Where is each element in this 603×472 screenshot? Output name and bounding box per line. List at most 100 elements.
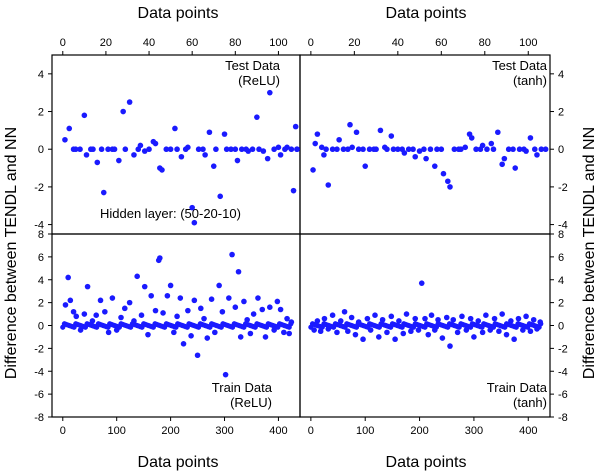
train_relu-point bbox=[284, 315, 290, 322]
train_tanh-point bbox=[499, 311, 505, 317]
test_relu-point bbox=[277, 152, 284, 158]
test_tanh-point bbox=[458, 146, 464, 153]
train_tanh-point bbox=[321, 315, 328, 322]
test_tanh-point bbox=[390, 146, 397, 153]
test_tanh-x-tick-label: 60 bbox=[435, 37, 447, 49]
test_relu-point bbox=[120, 108, 126, 115]
train_relu-point bbox=[208, 296, 215, 302]
train_relu-point bbox=[141, 283, 148, 290]
test_tanh-point bbox=[362, 163, 369, 169]
test_tanh-y-tick-label: -4 bbox=[558, 220, 568, 232]
test_relu-point bbox=[290, 187, 297, 194]
train_tanh-point bbox=[329, 312, 336, 319]
y-axis-title-right: Difference between TENDL and NN bbox=[581, 127, 598, 379]
test_relu-point bbox=[72, 146, 79, 153]
train_relu-point bbox=[105, 329, 112, 336]
test_tanh-point bbox=[534, 152, 540, 158]
test_tanh-point bbox=[410, 146, 416, 153]
test_tanh-point bbox=[490, 146, 497, 153]
test_tanh-x-tick-label: 80 bbox=[479, 37, 491, 49]
test_relu-point bbox=[141, 148, 148, 154]
test_relu-point bbox=[202, 152, 208, 158]
train_relu-point bbox=[67, 297, 74, 304]
train_relu-y-tick-label: 8 bbox=[38, 229, 44, 241]
test_relu-point bbox=[275, 144, 282, 151]
test_tanh-point bbox=[384, 146, 390, 153]
test_relu-point bbox=[105, 146, 111, 153]
test_tanh-point bbox=[377, 127, 384, 134]
train_relu-point bbox=[121, 305, 128, 312]
train_tanh-point bbox=[538, 321, 544, 327]
test_relu-point bbox=[167, 146, 174, 153]
train_tanh-y-tick-label: 4 bbox=[558, 275, 564, 287]
x-axis-title-bottom-right: Data points bbox=[386, 454, 467, 471]
train_tanh-point bbox=[337, 318, 344, 324]
train_relu-x-tick-label: 300 bbox=[215, 425, 233, 437]
test_relu-point bbox=[200, 146, 206, 153]
test_relu-y-tick-label: -2 bbox=[34, 182, 44, 194]
test_relu-point bbox=[238, 146, 245, 153]
test_tanh-point bbox=[416, 148, 423, 154]
test_relu-point bbox=[116, 157, 122, 164]
train_tanh-point bbox=[475, 318, 482, 324]
train_relu-point bbox=[109, 295, 116, 301]
test_relu-point bbox=[146, 146, 152, 153]
train_relu-point bbox=[219, 308, 226, 315]
test_relu-point bbox=[245, 148, 252, 154]
train_relu-annotation-line: Train Data bbox=[212, 380, 273, 395]
x-axis-title-top-right: Data points bbox=[386, 5, 467, 22]
train_relu-y-tick-label: -4 bbox=[34, 366, 44, 378]
train_tanh-point bbox=[360, 336, 366, 343]
train_tanh-point bbox=[459, 313, 465, 320]
test_tanh-annotation-line: Test Data bbox=[492, 58, 548, 73]
train_relu-x-tick-label: 400 bbox=[269, 425, 287, 437]
train_tanh-x-tick-label: 300 bbox=[465, 425, 483, 437]
test_relu-y-tick-label: 2 bbox=[38, 107, 44, 119]
test_tanh-x-tick-label: 0 bbox=[308, 37, 314, 49]
train_tanh-x-tick-label: 400 bbox=[519, 425, 537, 437]
train_relu-point bbox=[288, 321, 294, 327]
test_relu-point bbox=[271, 146, 277, 153]
train_tanh-point bbox=[503, 331, 510, 338]
train_tanh-y-tick-label: 0 bbox=[558, 321, 564, 333]
train_relu-y-tick-label: 6 bbox=[38, 252, 44, 264]
train_relu-annotation-line: (ReLU) bbox=[230, 395, 272, 410]
test_tanh-point bbox=[347, 121, 353, 128]
train_tanh-point bbox=[435, 316, 441, 323]
train_relu-point bbox=[167, 282, 174, 289]
train_relu-point bbox=[255, 295, 261, 301]
train_relu-point bbox=[73, 313, 80, 320]
train_relu-x-tick-label: 200 bbox=[161, 425, 179, 437]
train_tanh-point bbox=[376, 334, 382, 340]
x-axis-title-bottom-left: Data points bbox=[138, 454, 219, 471]
test_tanh-point bbox=[401, 150, 408, 156]
train_tanh-point bbox=[425, 331, 432, 338]
train_tanh-annotation-line: Train Data bbox=[487, 380, 548, 395]
test_tanh-point bbox=[434, 146, 440, 153]
train_relu-point bbox=[250, 311, 257, 317]
test_relu-point bbox=[264, 155, 271, 162]
train_tanh-point bbox=[450, 316, 457, 323]
test_tanh-point bbox=[468, 135, 475, 141]
train_tanh-y-tick-label: -6 bbox=[558, 389, 568, 401]
train_tanh-point bbox=[496, 328, 502, 335]
train_tanh-y-tick-label: -4 bbox=[558, 366, 568, 378]
test_tanh-point bbox=[505, 146, 512, 153]
test_relu-point bbox=[111, 146, 118, 153]
points-layer bbox=[60, 89, 549, 378]
train_relu-point bbox=[157, 255, 163, 261]
test_tanh-point bbox=[388, 133, 395, 139]
train_tanh-y-tick-label: 8 bbox=[558, 229, 564, 241]
train_tanh-point bbox=[520, 327, 526, 333]
train_relu-point bbox=[191, 297, 198, 304]
test_tanh-point bbox=[527, 135, 534, 141]
train_relu-point bbox=[237, 334, 244, 340]
train_tanh-point bbox=[418, 280, 425, 286]
test_relu-point bbox=[159, 167, 165, 173]
train_tanh-annotation-line: (tanh) bbox=[513, 395, 547, 410]
test_tanh-point bbox=[353, 129, 360, 136]
train_relu-point bbox=[148, 292, 154, 299]
test_relu-point bbox=[223, 146, 230, 153]
test_relu-point bbox=[131, 152, 137, 158]
train_relu-point bbox=[84, 283, 91, 290]
